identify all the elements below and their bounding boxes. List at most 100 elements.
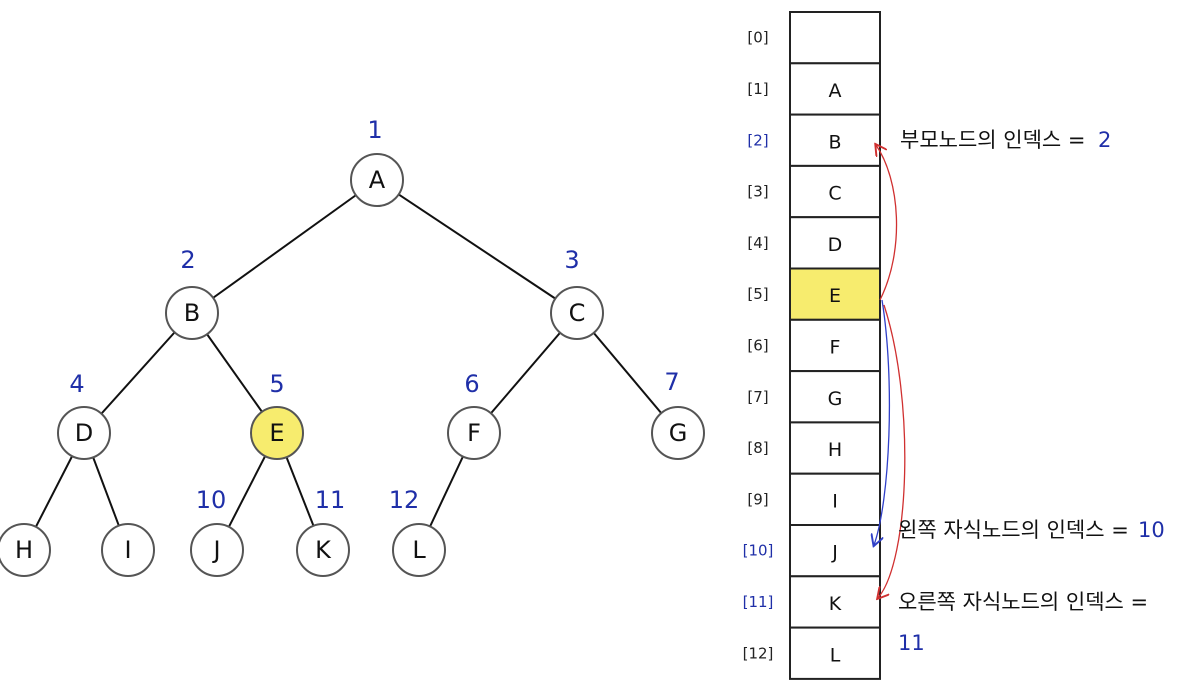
array-cell-box xyxy=(789,216,881,270)
node-circle xyxy=(250,406,304,460)
node-label: B xyxy=(184,299,200,327)
node-index: 10 xyxy=(196,486,227,514)
array-cell-index: [9] xyxy=(747,490,768,508)
node-circle xyxy=(447,406,501,460)
array-cell-value: I xyxy=(832,490,838,512)
right-child-index-label: 오른쪽 자식노드의 인덱스 = xyxy=(898,590,1148,614)
node-circle xyxy=(392,523,446,577)
array-cell-box xyxy=(789,370,881,424)
node-index: 7 xyxy=(664,368,679,396)
right-child-arrow xyxy=(878,304,906,598)
array-cell-value: D xyxy=(828,234,843,256)
array-cell-box xyxy=(789,318,881,373)
array-cell-index: [2] xyxy=(747,131,768,149)
array-cell-1: A [1] xyxy=(747,62,881,116)
array-cell-index: [5] xyxy=(747,285,768,303)
array-cell-index: [11] xyxy=(743,593,774,611)
node-circle xyxy=(190,523,244,577)
node-label: K xyxy=(315,536,332,564)
array-cell-12: L [12] xyxy=(743,626,881,680)
array-cell-value: H xyxy=(828,439,842,461)
edge-A-C xyxy=(376,179,578,314)
node-index: 2 xyxy=(180,246,195,274)
array-cell-8: H [8] xyxy=(747,421,881,475)
array-cell-5: E [5] xyxy=(747,267,881,321)
array-cell-4: D [4] xyxy=(747,216,881,270)
node-label: J xyxy=(211,536,220,564)
array-cell-2: B [2] xyxy=(747,113,881,167)
tree-node-d: D4 xyxy=(57,370,111,460)
tree-node-e: E5 xyxy=(250,370,304,460)
node-label: I xyxy=(124,536,131,564)
parent-index-value: 2 xyxy=(1098,128,1111,152)
array-cell-index: [7] xyxy=(747,388,768,406)
array-cell-3: C [3] xyxy=(747,164,881,219)
array-cell-0: [0] xyxy=(747,11,881,65)
array-cell-box xyxy=(789,164,881,219)
parent-index-label: 부모노드의 인덱스 = xyxy=(900,128,1086,152)
node-circle xyxy=(165,286,219,340)
node-index: 4 xyxy=(69,370,84,398)
array-cell-index: [4] xyxy=(747,234,768,252)
array-cell-box xyxy=(789,575,881,629)
tree-node-i: I xyxy=(101,523,155,577)
node-index: 5 xyxy=(269,370,284,398)
array-cell-10: J [10] xyxy=(743,524,881,578)
tree-node-c: C3 xyxy=(550,246,604,340)
node-label: L xyxy=(412,536,426,564)
tree-node-a: A1 xyxy=(350,116,404,207)
node-circle xyxy=(0,523,51,577)
array-cell-index: [6] xyxy=(747,336,768,354)
left-child-index-value: 10 xyxy=(1138,518,1165,542)
array-cell-6: F [6] xyxy=(747,318,881,373)
node-circle xyxy=(550,286,604,340)
array-cell-9: I [9] xyxy=(747,472,881,527)
array-cell-value: L xyxy=(830,644,841,666)
parent-arrow xyxy=(876,145,898,301)
array-cell-index: [3] xyxy=(747,183,768,201)
array-cell-box xyxy=(789,267,881,321)
tree-node-l: L 12 xyxy=(389,486,446,577)
node-label: G xyxy=(669,419,688,447)
node-circle xyxy=(296,523,350,577)
node-circle xyxy=(651,406,705,460)
node-index: 12 xyxy=(389,486,420,514)
array-cell-index: [12] xyxy=(743,644,774,662)
node-index: 3 xyxy=(564,246,579,274)
array-cell-value: B xyxy=(828,131,841,153)
tree-node-b: B2 xyxy=(165,246,219,340)
tree-node-h: H xyxy=(0,523,51,577)
node-index: 6 xyxy=(464,370,479,398)
array-cell-value: E xyxy=(829,285,841,307)
array-cell-index: [0] xyxy=(747,29,768,47)
array-cell-index: [8] xyxy=(747,439,768,457)
array-cell-7: G [7] xyxy=(747,370,881,424)
array-cell-value: G xyxy=(828,388,843,410)
tree-node-g: G7 xyxy=(651,368,705,460)
left-child-arrow xyxy=(874,299,891,545)
node-label: C xyxy=(569,299,586,327)
array-cell-box xyxy=(789,11,881,65)
left-child-index-label: 왼쪽 자식노드의 인덱스 = xyxy=(898,518,1129,542)
tree-node-f: F6 xyxy=(447,370,501,460)
node-label: A xyxy=(369,166,386,194)
node-circle xyxy=(101,523,155,577)
array-cell-value: K xyxy=(829,593,842,615)
array-cell-index: [10] xyxy=(743,542,774,560)
array-cell-box xyxy=(789,626,881,680)
node-label: D xyxy=(75,419,93,447)
array-cell-11: K [11] xyxy=(743,575,881,629)
array-cell-value: C xyxy=(828,183,841,205)
array-cell-value: A xyxy=(829,80,842,102)
array-cell-value: J xyxy=(831,542,838,564)
array-cell-box xyxy=(789,113,881,167)
node-label: H xyxy=(15,536,33,564)
node-index: 11 xyxy=(315,486,346,514)
right-child-index-value: 11 xyxy=(898,631,925,655)
array-cell-value: F xyxy=(830,336,841,358)
edge-A-B xyxy=(191,179,378,314)
node-circle xyxy=(57,406,111,460)
tree-node-j: J 10 xyxy=(190,486,244,577)
